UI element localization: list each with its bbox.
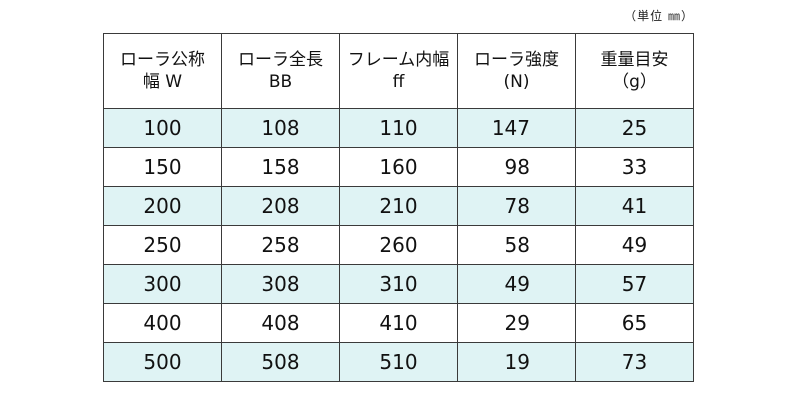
cell-nominal-width: 300 [103,264,222,304]
header-frame-inner-width-line2: ff [392,72,405,92]
header-roller-strength: ローラ強度 (N) [457,33,576,109]
cell-weight-estimate: 41 [575,186,694,226]
cell-weight-estimate: 25 [575,108,694,148]
header-total-length-line2: BB [268,72,293,92]
cell-nominal-width: 100 [103,108,222,148]
cell-nominal-width: 500 [103,342,222,382]
cell-nominal-width: 250 [103,225,222,265]
cell-nominal-width: 150 [103,147,222,187]
header-roller-strength-line2: (N) [503,72,530,92]
cell-frame-inner-width: 210 [339,186,458,226]
header-weight-estimate-line2: （g） [612,72,657,92]
table-row: 200 208 210 78 41 [103,186,694,226]
table-row: 400 408 410 29 65 [103,303,694,343]
header-total-length-line1: ローラ全長 [238,50,323,70]
table-row: 100 108 110 147 25 [103,108,694,148]
cell-frame-inner-width: 260 [339,225,458,265]
cell-roller-strength: 98 [457,147,576,187]
header-weight-estimate: 重量目安 （g） [575,33,694,109]
cell-total-length: 108 [221,108,340,148]
cell-weight-estimate: 49 [575,225,694,265]
header-frame-inner-width-line1: フレーム内幅 [347,50,450,70]
cell-roller-strength: 58 [457,225,576,265]
cell-frame-inner-width: 110 [339,108,458,148]
cell-weight-estimate: 57 [575,264,694,304]
cell-total-length: 258 [221,225,340,265]
roller-spec-table: ローラ公称 幅 W ローラ全長 BB フレーム内幅 ff ローラ強度 (N) 重… [103,33,694,382]
header-nominal-width: ローラ公称 幅 W [103,33,222,109]
header-total-length: ローラ全長 BB [221,33,340,109]
cell-frame-inner-width: 510 [339,342,458,382]
cell-weight-estimate: 73 [575,342,694,382]
header-roller-strength-line1: ローラ強度 [474,50,559,70]
header-nominal-width-line1: ローラ公称 [120,50,205,70]
cell-total-length: 208 [221,186,340,226]
cell-weight-estimate: 33 [575,147,694,187]
cell-roller-strength: 49 [457,264,576,304]
cell-frame-inner-width: 160 [339,147,458,187]
cell-roller-strength: 19 [457,342,576,382]
cell-total-length: 408 [221,303,340,343]
cell-frame-inner-width: 410 [339,303,458,343]
cell-roller-strength: 78 [457,186,576,226]
cell-total-length: 158 [221,147,340,187]
cell-weight-estimate: 65 [575,303,694,343]
cell-frame-inner-width: 310 [339,264,458,304]
table-row: 150 158 160 98 33 [103,147,694,187]
table-row: 500 508 510 19 73 [103,342,694,382]
header-frame-inner-width: フレーム内幅 ff [339,33,458,109]
cell-total-length: 508 [221,342,340,382]
header-nominal-width-line2: 幅 W [142,72,183,92]
cell-nominal-width: 400 [103,303,222,343]
cell-total-length: 308 [221,264,340,304]
unit-note: （単位 ㎜） [624,9,694,23]
cell-nominal-width: 200 [103,186,222,226]
cell-roller-strength: 147 [457,108,576,148]
table-row: 250 258 260 58 49 [103,225,694,265]
header-row: ローラ公称 幅 W ローラ全長 BB フレーム内幅 ff ローラ強度 (N) 重… [103,33,694,109]
cell-roller-strength: 29 [457,303,576,343]
table-row: 300 308 310 49 57 [103,264,694,304]
header-weight-estimate-line1: 重量目安 [600,50,669,70]
